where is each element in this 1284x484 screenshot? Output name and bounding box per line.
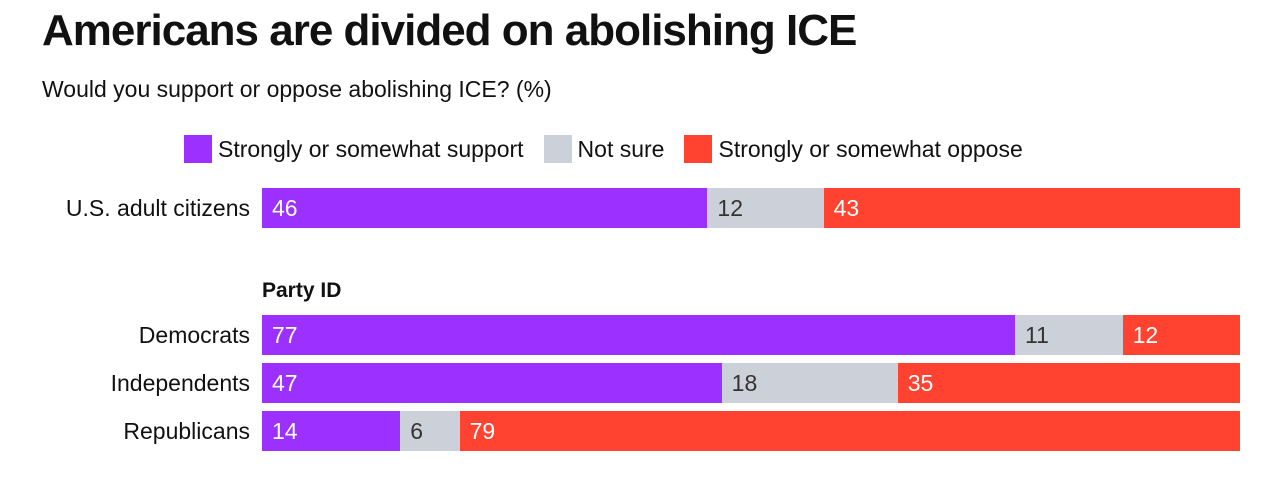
row-label-us-adult-citizens: U.S. adult citizens bbox=[65, 195, 250, 221]
bar-segment-independents-support: 47 bbox=[262, 363, 722, 403]
legend-item-not-sure: Not sure bbox=[543, 135, 665, 163]
legend-item-support: Strongly or somewhat support bbox=[184, 135, 524, 163]
bar-segment-us-adult-citizens-oppose: 43 bbox=[823, 188, 1240, 228]
bar-independents: 47 18 35 bbox=[262, 363, 1240, 403]
row-label-democrats: Democrats bbox=[138, 322, 250, 348]
bar-segment-republicans-not-sure: 6 bbox=[400, 411, 460, 451]
bar-us-adult-citizens: 46 12 43 bbox=[262, 188, 1240, 228]
row-label-republicans: Republicans bbox=[123, 418, 250, 444]
row-label-independents: Independents bbox=[110, 370, 250, 396]
bar-segment-democrats-not-sure: 11 bbox=[1015, 315, 1123, 355]
bar-segment-democrats-support: 77 bbox=[262, 315, 1016, 355]
bar-segment-republicans-support: 14 bbox=[262, 411, 401, 451]
legend-swatch-oppose bbox=[684, 135, 713, 163]
legend-swatch-support bbox=[184, 135, 212, 163]
legend-label-not-sure: Not sure bbox=[577, 135, 665, 162]
legend: Strongly or somewhat support Not sure St… bbox=[184, 134, 1043, 164]
bar-democrats: 77 11 12 bbox=[262, 315, 1240, 355]
bar-segment-republicans-oppose: 79 bbox=[459, 411, 1240, 451]
group-heading-party-id: Party ID bbox=[262, 279, 342, 302]
bar-segment-independents-oppose: 35 bbox=[897, 363, 1240, 403]
chart-subtitle: Would you support or oppose abolishing I… bbox=[42, 76, 552, 102]
bar-segment-us-adult-citizens-support: 46 bbox=[262, 188, 708, 228]
bar-segment-independents-not-sure: 18 bbox=[721, 363, 898, 403]
legend-swatch-not-sure bbox=[543, 135, 572, 163]
chart-title: Americans are divided on abolishing ICE bbox=[42, 6, 857, 55]
bar-segment-democrats-oppose: 12 bbox=[1122, 315, 1240, 355]
legend-item-oppose: Strongly or somewhat oppose bbox=[684, 135, 1023, 163]
bar-republicans: 14 6 79 bbox=[262, 411, 1240, 451]
legend-label-support: Strongly or somewhat support bbox=[218, 135, 524, 162]
bar-segment-us-adult-citizens-not-sure: 12 bbox=[707, 188, 824, 228]
legend-label-oppose: Strongly or somewhat oppose bbox=[718, 135, 1023, 162]
